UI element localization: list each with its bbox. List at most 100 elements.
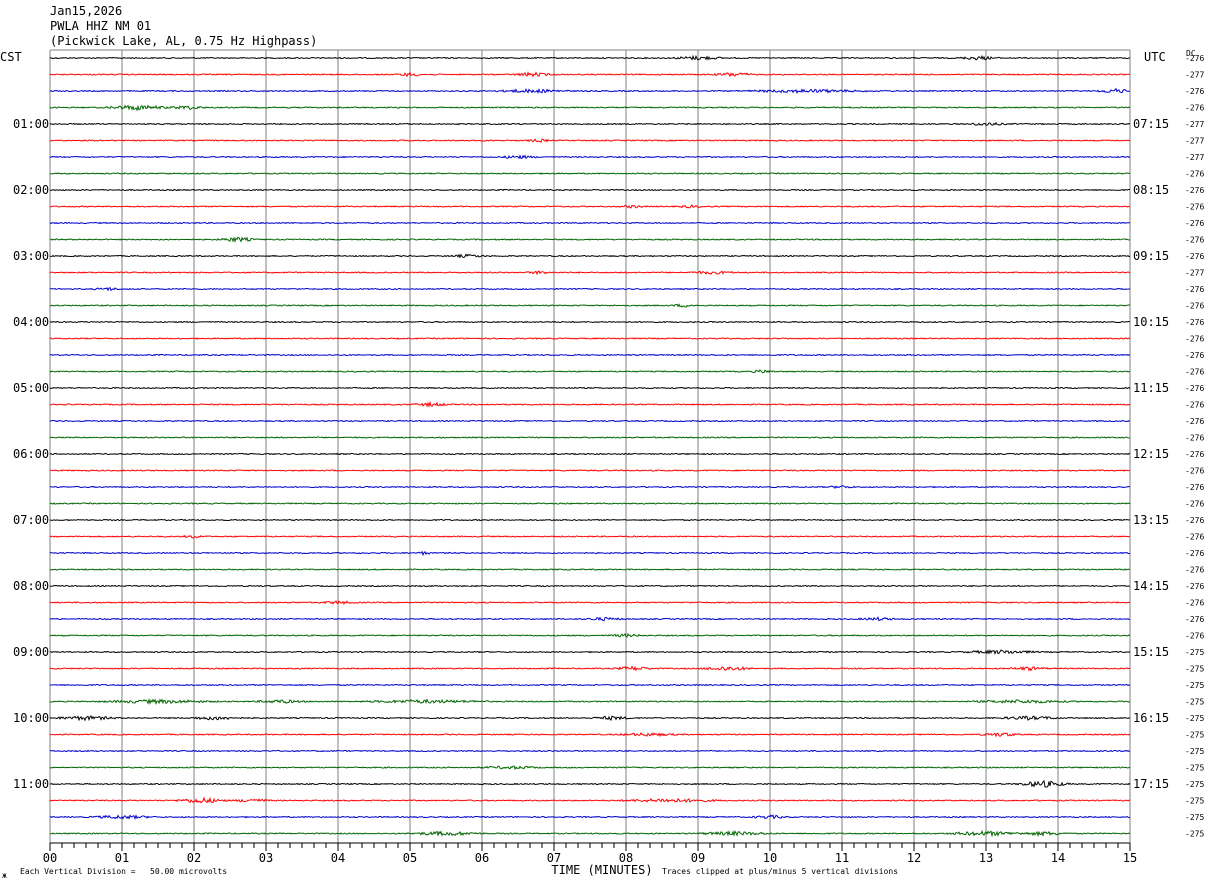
x-tick-label: 11	[835, 851, 849, 865]
trace-line	[49, 253, 1131, 259]
trace-line	[49, 749, 1131, 753]
dc-offset-label: -277	[1185, 137, 1204, 146]
utc-hour-label: 10:15	[1133, 315, 1169, 329]
cst-hour-label: 05:00	[13, 381, 49, 395]
utc-hour-label: 12:15	[1133, 447, 1169, 461]
utc-hour-label: 08:15	[1133, 183, 1169, 197]
dc-offset-label: -276	[1185, 384, 1204, 393]
utc-label: UTC	[1144, 50, 1166, 64]
dc-offset-label: -276	[1185, 516, 1204, 525]
trace-line	[49, 188, 1130, 192]
dc-offset-label: -276	[1185, 500, 1204, 509]
trace-line	[49, 172, 1131, 175]
seismic-traces	[49, 54, 1131, 838]
dc-offset-label: -276	[1185, 582, 1204, 591]
dc-offset-label: -276	[1185, 632, 1204, 641]
trace-line	[49, 665, 1131, 672]
dc-offset-label: -275	[1185, 648, 1204, 657]
dc-offset-label: -276	[1185, 533, 1204, 542]
dc-offset-label: -276	[1185, 401, 1204, 410]
dc-offset-label: -276	[1185, 450, 1204, 459]
x-tick-label: 04	[331, 851, 345, 865]
trace-line	[49, 731, 1131, 738]
trace-line	[49, 452, 1131, 456]
dc-offset-label: -276	[1185, 104, 1204, 113]
trace-line	[49, 568, 1131, 571]
dc-offset-label: -275	[1185, 780, 1204, 789]
trace-line	[49, 369, 1131, 374]
trace-line	[49, 779, 1131, 788]
utc-hour-label: 17:15	[1133, 777, 1169, 791]
trace-line	[49, 796, 1131, 804]
dc-offset-label: -275	[1185, 797, 1204, 806]
trace-line	[49, 204, 1131, 209]
trace-line	[49, 683, 1131, 687]
dc-offset-label: -276	[1185, 236, 1204, 245]
trace-line	[49, 236, 1131, 243]
trace-line	[49, 600, 1131, 605]
cst-hour-label: 02:00	[13, 183, 49, 197]
trace-line	[49, 830, 1131, 838]
trace-line	[49, 436, 1131, 439]
dc-offset-label: -276	[1185, 566, 1204, 575]
trace-line	[49, 649, 1131, 656]
utc-hour-label: 11:15	[1133, 381, 1169, 395]
dc-offset-label: -275	[1185, 813, 1204, 822]
dc-offset-label: -275	[1185, 747, 1204, 756]
cst-hour-label: 06:00	[13, 447, 49, 461]
trace-line	[49, 138, 1131, 143]
trace-line	[49, 714, 1131, 722]
trace-line	[49, 485, 1131, 490]
axis-labels: -276 -277 -276 -276 -277 -277 -277 -276 -276 -276…	[0, 49, 1204, 877]
dc-offset-label: -277	[1185, 269, 1204, 278]
x-tick-label: 14	[1051, 851, 1065, 865]
corner-mark: ж	[2, 871, 7, 880]
dc-offset-label: -276	[1185, 599, 1204, 608]
x-tick-label: 10	[763, 851, 777, 865]
dc-offset-label: -275	[1185, 714, 1204, 723]
dc-label: DC	[1186, 49, 1196, 58]
x-tick-label: 13	[979, 851, 993, 865]
dc-offset-label: -276	[1185, 467, 1204, 476]
dc-offset-label: -276	[1185, 368, 1204, 377]
cst-hour-label: 10:00	[13, 711, 49, 725]
trace-line	[49, 518, 1131, 522]
dc-offset-label: -276	[1185, 434, 1204, 443]
x-tick-label: 00	[43, 851, 57, 865]
x-tick-label: 02	[187, 851, 201, 865]
chart-grid	[49, 49, 1131, 851]
utc-hour-label: 13:15	[1133, 513, 1169, 527]
cst-hour-label: 07:00	[13, 513, 49, 527]
x-tick-label: 01	[115, 851, 129, 865]
dc-offset-label: -276	[1185, 615, 1204, 624]
dc-offset-label: -276	[1185, 186, 1204, 195]
dc-offset-label: -276	[1185, 335, 1204, 344]
dc-offset-label: -275	[1185, 731, 1204, 740]
dc-offset-label: -275	[1185, 698, 1204, 707]
trace-line	[49, 154, 1131, 160]
x-tick-label: 06	[475, 851, 489, 865]
dc-offset-label: -276	[1185, 285, 1204, 294]
trace-line	[49, 419, 1131, 423]
dc-offset-label: -276	[1185, 170, 1204, 179]
dc-offset-label: -276	[1185, 351, 1204, 360]
trace-line	[49, 87, 1131, 94]
trace-line	[49, 386, 1131, 390]
trace-line	[49, 286, 1131, 292]
trace-line	[49, 270, 1131, 276]
clip-note: Traces clipped at plus/minus 5 vertical …	[662, 867, 899, 876]
trace-line	[49, 632, 1131, 638]
dc-offset-label: -276	[1185, 318, 1204, 327]
trace-line	[49, 353, 1131, 357]
dc-offset-label: -275	[1185, 830, 1204, 839]
trace-line	[49, 320, 1131, 324]
dc-offset-label: -277	[1185, 120, 1204, 129]
dc-offset-label: -276	[1185, 417, 1204, 426]
trace-line	[49, 584, 1131, 588]
dc-offset-label: -276	[1185, 54, 1204, 63]
utc-hour-label: 09:15	[1133, 249, 1169, 263]
utc-hour-label: 15:15	[1133, 645, 1169, 659]
dc-offset-label: -276	[1185, 219, 1204, 228]
cst-hour-label: 08:00	[13, 579, 49, 593]
